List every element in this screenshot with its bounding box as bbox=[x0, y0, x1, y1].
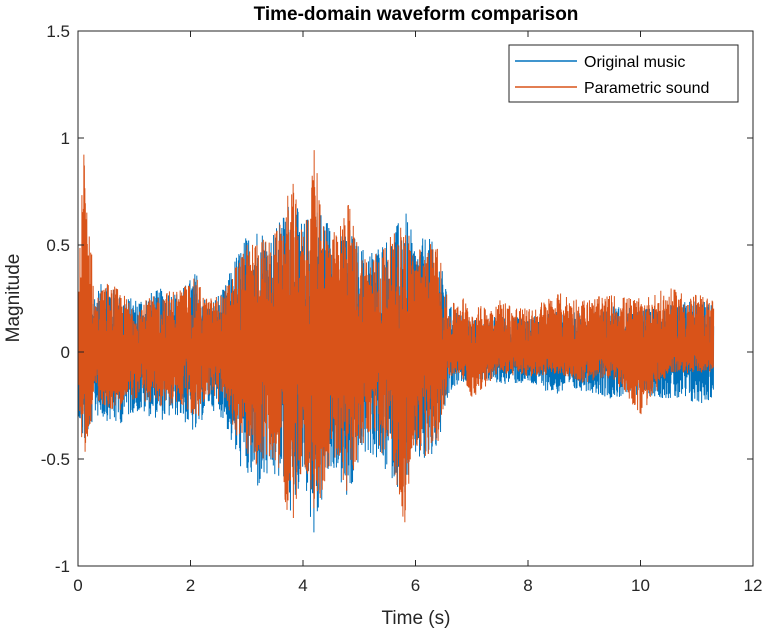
x-tick-label: 8 bbox=[523, 576, 532, 595]
x-tick-label: 12 bbox=[744, 576, 763, 595]
y-tick-label: 0 bbox=[61, 343, 70, 362]
y-tick-label: 1 bbox=[61, 129, 70, 148]
x-tick-label: 0 bbox=[73, 576, 82, 595]
x-tick-label: 6 bbox=[411, 576, 420, 595]
series-layer bbox=[78, 150, 715, 533]
x-tick-label: 10 bbox=[631, 576, 650, 595]
waveform-parametric-sound bbox=[78, 150, 715, 523]
legend-label-original-music: Original music bbox=[584, 54, 685, 71]
legend-box bbox=[508, 44, 739, 103]
y-tick-label: 0.5 bbox=[46, 236, 70, 255]
y-tick-label: 1.5 bbox=[46, 22, 70, 41]
chart-title: Time-domain waveform comparison bbox=[254, 4, 579, 25]
x-tick-label: 4 bbox=[298, 576, 307, 595]
y-axis-ticks: -1 -0.5 0 0.5 1 1.5 bbox=[41, 22, 753, 576]
x-axis-label: Time (s) bbox=[382, 608, 451, 629]
legend: Original music Parametric sound bbox=[508, 44, 739, 103]
y-tick-label: -1 bbox=[55, 557, 70, 576]
y-tick-label: -0.5 bbox=[41, 450, 70, 469]
legend-label-parametric-sound: Parametric sound bbox=[584, 80, 709, 97]
x-axis-ticks: 0 2 4 6 8 10 12 bbox=[73, 31, 762, 595]
y-axis-label: Magnitude bbox=[3, 254, 24, 343]
x-tick-label: 2 bbox=[186, 576, 195, 595]
